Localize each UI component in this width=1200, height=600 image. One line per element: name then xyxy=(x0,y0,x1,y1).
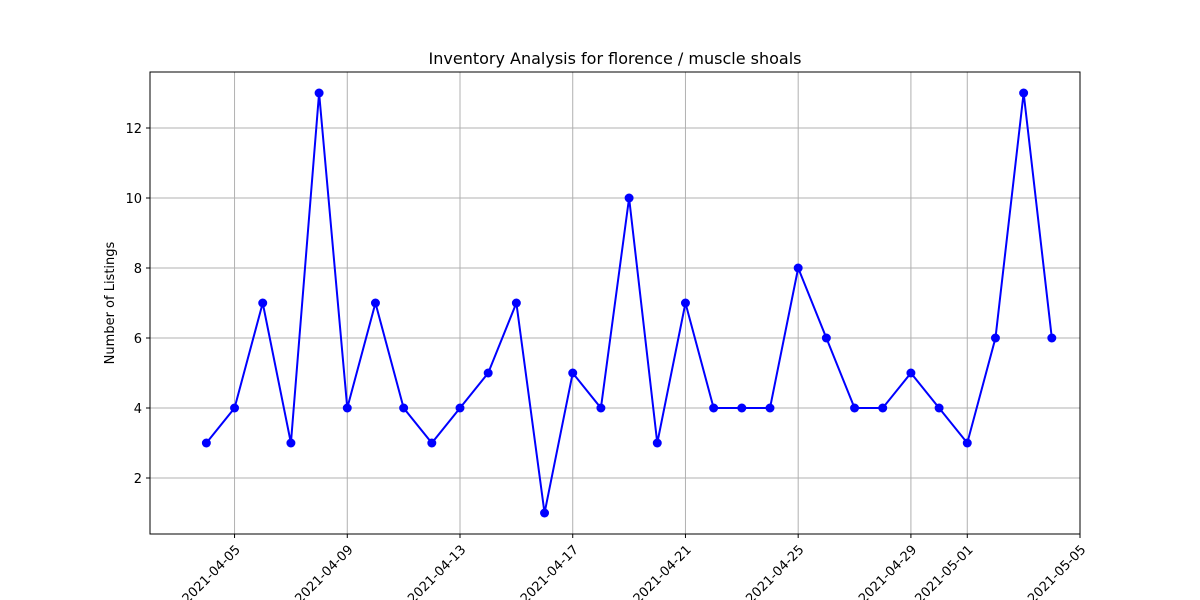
x-tick-label: 2021-04-17 xyxy=(518,543,582,600)
data-point xyxy=(793,263,803,273)
data-point xyxy=(624,193,634,203)
y-axis-label: Number of Listings xyxy=(103,241,118,364)
series-line xyxy=(205,92,1053,514)
data-point xyxy=(286,438,296,448)
plot-frame xyxy=(149,71,1081,535)
y-tick-label: 8 xyxy=(134,262,142,277)
data-point xyxy=(850,403,860,413)
x-tick-label: 2021-04-25 xyxy=(743,543,807,600)
x-tick-label: 2021-04-21 xyxy=(631,543,695,600)
data-point xyxy=(990,333,1000,343)
y-tick-label: 12 xyxy=(125,122,142,137)
y-tick-label: 4 xyxy=(134,402,142,417)
data-point xyxy=(906,368,916,378)
data-point xyxy=(1047,333,1057,343)
x-tick-label: 2021-04-13 xyxy=(405,543,469,600)
data-point xyxy=(737,403,747,413)
data-point xyxy=(878,403,888,413)
x-tick-label: 2021-04-29 xyxy=(856,543,920,600)
data-point xyxy=(314,88,324,98)
data-point xyxy=(511,298,521,308)
series-layer xyxy=(201,88,1057,518)
x-tick-label: 2021-04-09 xyxy=(292,543,356,600)
x-tick-label: 2021-05-05 xyxy=(1025,543,1089,600)
data-point xyxy=(342,403,352,413)
data-point xyxy=(765,403,775,413)
data-point xyxy=(680,298,690,308)
data-point xyxy=(540,508,550,518)
data-point xyxy=(652,438,662,448)
data-point xyxy=(201,438,211,448)
y-tick-label: 6 xyxy=(134,332,142,347)
data-point xyxy=(709,403,719,413)
data-point xyxy=(596,403,606,413)
data-point xyxy=(821,333,831,343)
data-point xyxy=(427,438,437,448)
y-tick-label: 10 xyxy=(125,192,142,207)
data-point xyxy=(962,438,972,448)
x-tick-label: 2021-04-05 xyxy=(180,543,244,600)
data-point xyxy=(399,403,409,413)
data-point xyxy=(370,298,380,308)
data-point xyxy=(1019,88,1029,98)
grid-layer xyxy=(150,72,1081,534)
data-point xyxy=(258,298,268,308)
chart-title: Inventory Analysis for florence / muscle… xyxy=(429,49,802,68)
data-point xyxy=(483,368,493,378)
y-tick-label: 2 xyxy=(134,472,142,487)
x-tick-label: 2021-05-01 xyxy=(912,543,976,600)
data-point xyxy=(934,403,944,413)
data-point xyxy=(230,403,240,413)
data-point xyxy=(455,403,465,413)
data-point xyxy=(568,368,578,378)
